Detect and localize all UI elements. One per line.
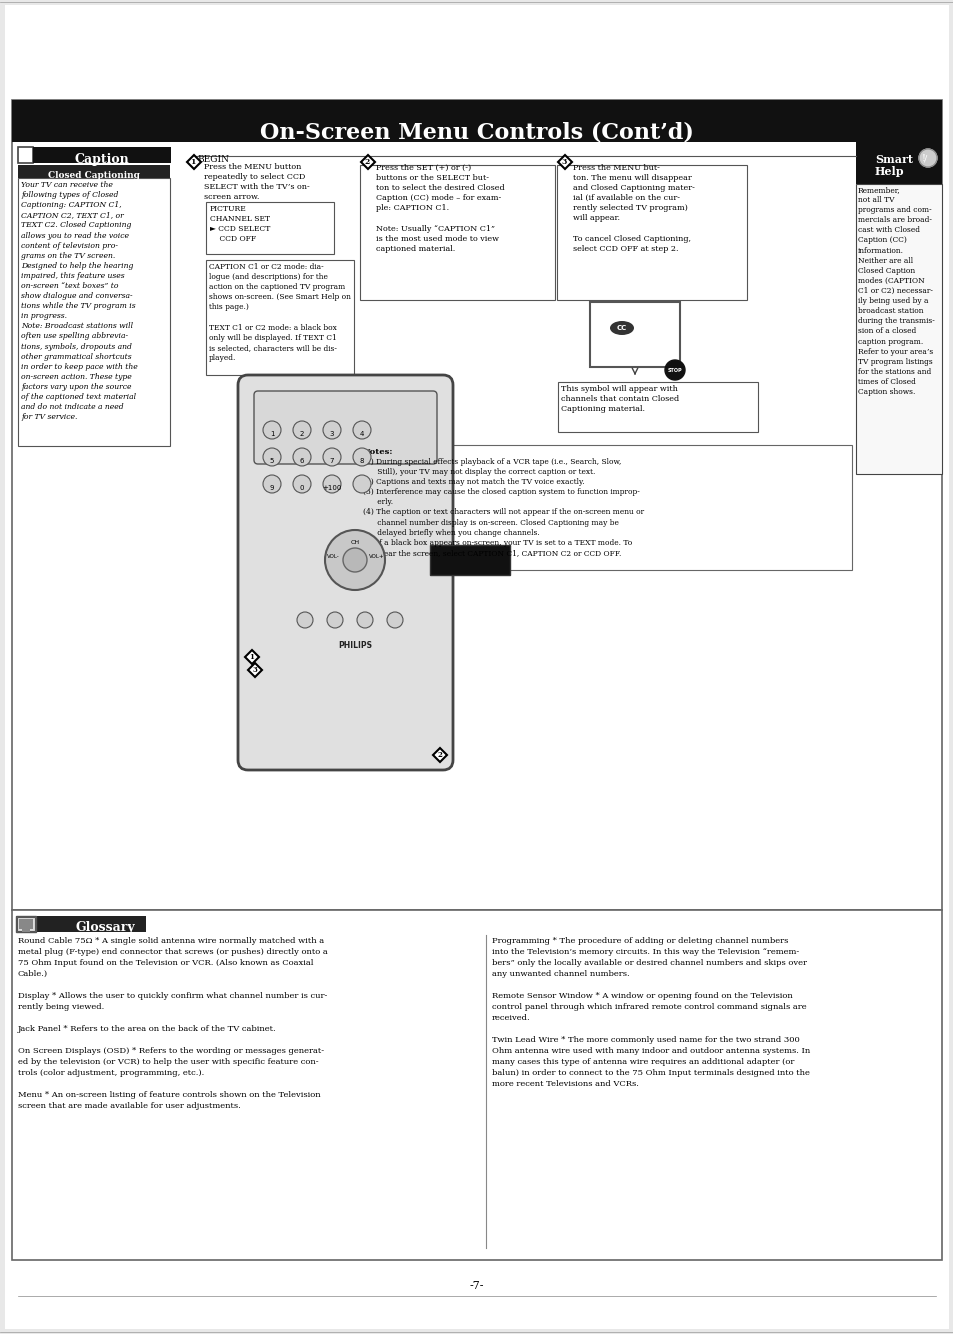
Bar [19,919,33,928]
Circle shape [323,475,340,494]
Text: STOP: STOP [667,367,681,372]
Text: Help: Help [874,165,903,177]
Text: Notes:: Notes: [363,448,393,456]
Polygon shape [245,650,258,664]
Bar [33,147,171,163]
Circle shape [353,422,371,439]
Bar [558,382,758,432]
Bar [206,260,354,375]
Circle shape [323,448,340,466]
Ellipse shape [609,321,634,335]
Text: CAPTION C1 or C2 mode: dia-
logue (and descriptions) for the
action on the capti: CAPTION C1 or C2 mode: dia- logue (and d… [209,263,351,362]
Text: +100: +100 [322,486,341,491]
FancyBboxPatch shape [237,375,453,770]
Text: Your TV can receive the
following types of Closed
Captioning: CAPTION C1,
CAPTIO: Your TV can receive the following types … [21,181,137,422]
Circle shape [263,448,281,466]
Polygon shape [248,663,262,676]
Bar [18,177,170,446]
Text: 7: 7 [330,458,334,464]
Bar [855,140,941,184]
Text: !: ! [921,153,925,163]
Bar [16,916,146,932]
Bar [17,916,35,931]
Text: This symbol will appear with
channels that contain Closed
Captioning material.: This symbol will appear with channels th… [560,386,679,414]
Text: 8: 8 [359,458,364,464]
Text: 2: 2 [364,157,369,165]
Circle shape [293,448,311,466]
Bar [855,184,941,474]
Text: 1: 1 [270,431,274,438]
Circle shape [356,612,373,628]
Circle shape [293,475,311,494]
Bar [16,916,36,932]
Text: (1) During special effects playback of a VCR tape (i.e., Search, Slow,
      Sti: (1) During special effects playback of a… [363,458,643,556]
Text: PHILIPS: PHILIPS [337,640,372,650]
Text: Caption: Caption [74,152,130,165]
Circle shape [263,475,281,494]
Text: 9: 9 [270,486,274,491]
Text: 5: 5 [270,458,274,464]
Text: Press the MENU but-
ton. The menu will disappear
and Closed Captioning mater-
ia: Press the MENU but- ton. The menu will d… [573,164,694,253]
Text: 1: 1 [190,157,195,165]
Circle shape [343,548,367,572]
Bar [12,910,941,1261]
Bar [589,301,679,367]
Bar [557,165,746,300]
Polygon shape [360,155,375,169]
Text: -7-: -7- [469,1281,484,1291]
Circle shape [918,149,936,167]
Text: VOL+: VOL+ [369,554,384,559]
Bar [359,165,555,300]
Text: 3: 3 [560,157,566,165]
Polygon shape [558,155,572,169]
Circle shape [353,475,371,494]
Circle shape [327,612,343,628]
Text: VOL-: VOL- [326,554,339,559]
Text: Glossary: Glossary [75,922,134,935]
Text: 2: 2 [437,751,442,759]
Bar [430,546,510,575]
Circle shape [263,422,281,439]
Text: Remember,
not all TV
programs and com-
mercials are broad-
cast with Closed
Capt: Remember, not all TV programs and com- m… [857,185,934,396]
Bar [18,147,33,163]
Text: /: / [923,153,926,163]
Bar [18,165,170,177]
Text: Closed Captioning: Closed Captioning [48,171,140,180]
Text: 0: 0 [299,486,304,491]
FancyBboxPatch shape [253,391,436,464]
Bar [359,446,851,570]
Text: 1: 1 [250,654,254,662]
Text: CC: CC [617,325,626,331]
Text: 4: 4 [359,431,364,438]
Text: Press the SET (+) or (-)
buttons or the SELECT but-
ton to select the desired Cl: Press the SET (+) or (-) buttons or the … [375,164,504,253]
Text: Press the MENU button
repeatedly to select CCD
SELECT with the TV’s on-
screen a: Press the MENU button repeatedly to sele… [204,163,310,201]
Text: CH: CH [350,539,359,544]
Text: CH: CH [350,566,359,571]
Text: Smart: Smart [874,153,912,165]
Circle shape [664,360,684,380]
Text: BEGIN: BEGIN [196,155,229,164]
Text: Programming * The procedure of adding or deleting channel numbers
into the Telev: Programming * The procedure of adding or… [492,936,809,1089]
Bar [22,928,30,932]
Bar [206,201,334,253]
Polygon shape [187,155,201,169]
Bar [12,100,941,141]
Circle shape [353,448,371,466]
Text: On-Screen Menu Controls (Cont’d): On-Screen Menu Controls (Cont’d) [260,121,693,143]
Text: 2: 2 [299,431,304,438]
Text: Round Cable 75Ω * A single solid antenna wire normally matched with a
metal plug: Round Cable 75Ω * A single solid antenna… [18,936,328,1110]
Text: 3: 3 [253,666,257,674]
Text: 6: 6 [299,458,304,464]
Circle shape [296,612,313,628]
Circle shape [323,422,340,439]
Circle shape [387,612,402,628]
Text: 3: 3 [330,431,334,438]
Polygon shape [433,748,447,762]
Circle shape [293,422,311,439]
Text: PICTURE
CHANNEL SET
► CCD SELECT
    CCD OFF: PICTURE CHANNEL SET ► CCD SELECT CCD OFF [210,205,270,243]
Circle shape [325,530,385,590]
Bar [12,100,941,910]
